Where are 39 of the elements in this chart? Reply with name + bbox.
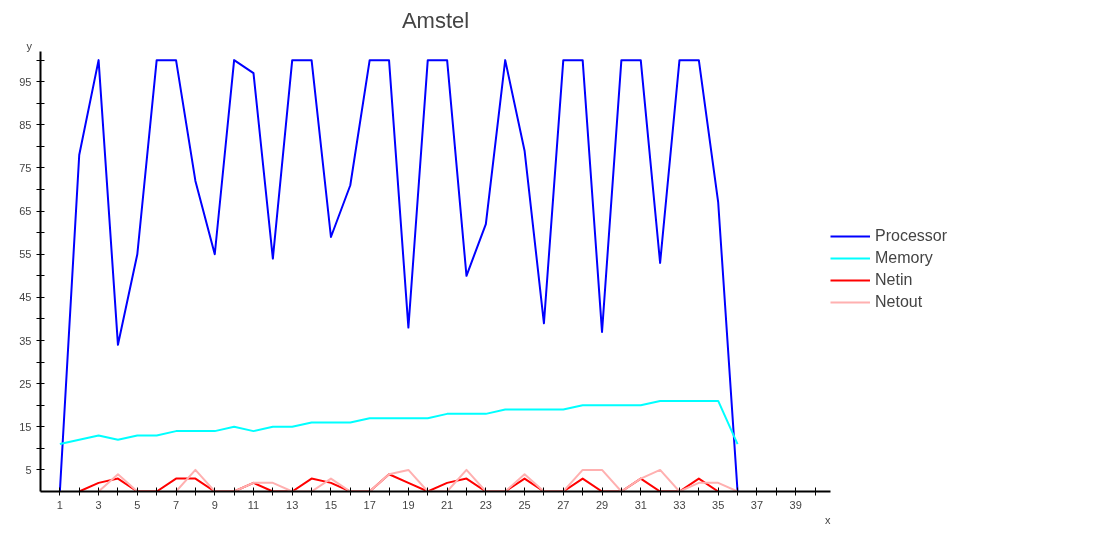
x-tick-label: 1 — [56, 498, 63, 511]
legend-label: Netout — [875, 293, 923, 311]
y-tick-label: 45 — [19, 291, 32, 304]
x-tick-label: 13 — [286, 498, 299, 511]
y-tick-label: 65 — [19, 205, 32, 218]
chart-title: Amstel — [401, 7, 470, 33]
line-series — [58, 59, 739, 492]
x-tick-label: 27 — [557, 498, 570, 511]
x-tick-label: 17 — [363, 498, 376, 511]
y-tick-label: 75 — [19, 161, 32, 174]
x-tick-label: 25 — [518, 498, 531, 511]
x-tick-label: 19 — [402, 498, 415, 511]
legend-label: Netin — [875, 271, 913, 289]
legend-label: Memory — [875, 249, 933, 267]
x-tick-label: 15 — [324, 498, 338, 511]
legend-label: Processor — [875, 227, 948, 245]
x-tick-label: 9 — [211, 498, 218, 511]
y-tick-label: 35 — [19, 334, 32, 347]
x-tick-label: 39 — [789, 498, 802, 511]
x-axis-title: x — [825, 513, 831, 526]
x-tick-label: 37 — [750, 498, 764, 511]
x-tick-label: 29 — [595, 498, 609, 511]
line-series — [58, 399, 739, 446]
x-tick-label: 11 — [247, 498, 260, 511]
x-tick-label: 35 — [712, 498, 725, 511]
x-tick-label: 33 — [673, 498, 686, 511]
x-tick-label: 31 — [634, 498, 647, 511]
y-tick-label: 15 — [19, 420, 32, 433]
y-axis-title: y — [26, 39, 33, 52]
x-tick-label: 21 — [441, 498, 454, 511]
x-tick-label: 23 — [479, 498, 492, 511]
y-tick-label: 5 — [25, 463, 32, 476]
x-tick-label: 3 — [95, 498, 102, 511]
y-tick-label: 95 — [19, 75, 32, 88]
y-tick-label: 55 — [19, 248, 32, 261]
y-tick-label: 85 — [19, 118, 32, 131]
y-tick-label: 25 — [19, 377, 32, 390]
x-tick-label: 7 — [172, 498, 180, 511]
x-tick-label: 5 — [134, 498, 141, 511]
